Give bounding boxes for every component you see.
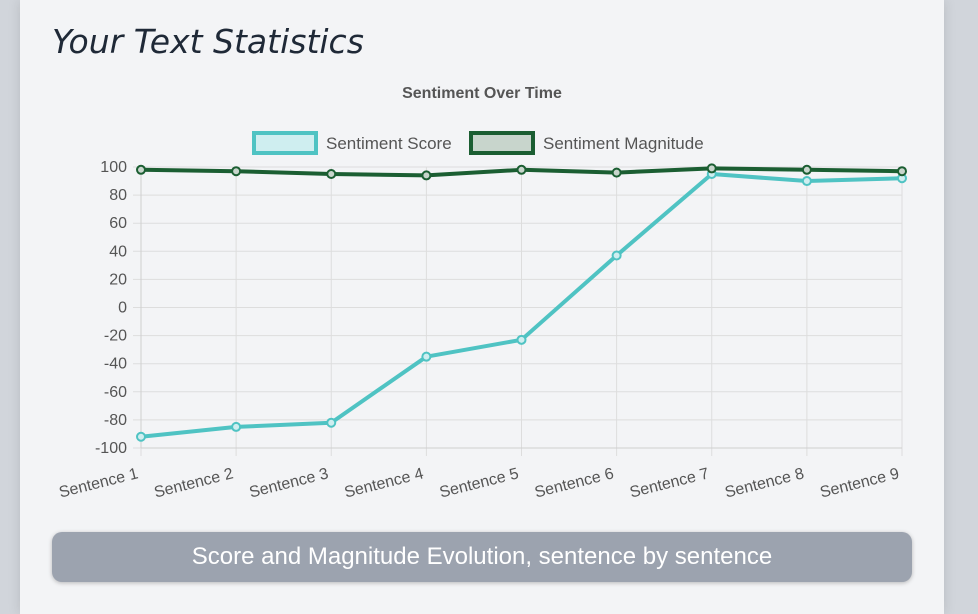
x-tick-label: Sentence 9 xyxy=(818,465,901,501)
caption-button[interactable]: Score and Magnitude Evolution, sentence … xyxy=(52,532,912,582)
y-tick-label: -60 xyxy=(104,384,127,401)
sentiment-chart: Sentiment Over Time Sentiment Score Senti… xyxy=(57,85,907,501)
y-tick-label: 80 xyxy=(109,187,127,204)
data-point xyxy=(136,431,146,442)
data-point xyxy=(516,164,527,175)
data-point xyxy=(516,334,527,345)
x-tick-label: Sentence 8 xyxy=(723,465,806,501)
x-tick-label: Sentence 5 xyxy=(438,465,521,501)
y-tick-label: -100 xyxy=(95,440,127,457)
legend-swatch xyxy=(469,131,535,155)
x-axis: Sentence 1 Sentence 2 Sentence 3 Sentence 4… xyxy=(57,465,901,501)
legend-label: Sentiment Score xyxy=(326,134,452,153)
data-point xyxy=(231,166,242,177)
x-tick-label: Sentence 2 xyxy=(152,465,235,501)
data-point xyxy=(801,176,812,187)
data-point xyxy=(421,170,432,181)
data-point xyxy=(706,163,717,174)
y-axis: 100 80 60 40 20 0 -20 -40 -60 -80 -100 xyxy=(95,159,127,457)
data-point xyxy=(801,164,812,175)
x-tick-label: Sentence 7 xyxy=(628,465,711,501)
chart-legend: Sentiment Score Sentiment Magnitude xyxy=(252,131,704,155)
y-tick-label: 100 xyxy=(100,159,127,176)
data-point xyxy=(326,169,337,180)
data-point xyxy=(897,166,907,177)
legend-label: Sentiment Magnitude xyxy=(543,134,704,153)
data-point xyxy=(231,421,242,432)
data-point xyxy=(421,351,432,362)
x-tick-label: Sentence 1 xyxy=(57,465,140,501)
y-tick-label: -80 xyxy=(104,412,127,429)
x-tick-label: Sentence 4 xyxy=(343,465,426,501)
data-point xyxy=(136,164,146,175)
card-title: Your Text Statistics xyxy=(52,22,364,61)
y-tick-label: 60 xyxy=(109,215,127,232)
x-tick-label: Sentence 6 xyxy=(533,465,616,501)
statistics-card: Your Text Statistics Sentiment Over Time… xyxy=(20,0,944,614)
data-point xyxy=(326,417,337,428)
data-point xyxy=(611,167,622,178)
chart-grid xyxy=(133,166,903,456)
data-point xyxy=(611,250,622,261)
y-tick-label: -40 xyxy=(104,356,127,373)
chart-title: Sentiment Over Time xyxy=(402,85,562,102)
chart-series xyxy=(136,163,907,442)
legend-swatch xyxy=(252,131,318,155)
x-tick-label: Sentence 3 xyxy=(248,465,331,501)
y-tick-label: 20 xyxy=(109,271,127,288)
y-tick-label: 40 xyxy=(109,243,127,260)
y-tick-label: -20 xyxy=(104,328,127,345)
y-tick-label: 0 xyxy=(118,300,127,317)
